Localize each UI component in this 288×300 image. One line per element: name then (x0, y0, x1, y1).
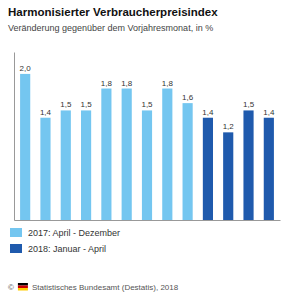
legend-swatch (10, 244, 22, 253)
data-label: 1,2 (223, 122, 235, 131)
data-label: 1,5 (141, 100, 153, 109)
data-label: 1,5 (81, 100, 93, 109)
y-axis-line (14, 53, 15, 221)
legend-item: 2017: April - Dezember (10, 228, 120, 238)
flag-stripe (18, 286, 28, 289)
bar (243, 110, 253, 220)
bar (203, 118, 213, 220)
data-label: 1,4 (40, 108, 52, 117)
y-axis (14, 53, 15, 221)
legend-swatch (10, 228, 22, 237)
chart-container: Harmonisierter Verbraucherpreisindex Verä… (0, 0, 288, 300)
bar (20, 74, 30, 220)
footer-text: © (8, 283, 14, 292)
bar (61, 110, 71, 220)
bar (223, 132, 233, 220)
subtitle: Veränderung gegenüber dem Vorjahresmonat… (8, 23, 213, 33)
bar (40, 118, 50, 220)
legend-item: 2018: Januar - April (10, 244, 106, 254)
data-labels: 2,0 1,4 1,5 1,5 1,8 1,8 1,5 1,8 1,6 1,4 1,2 1,5 1,4 (20, 64, 275, 131)
data-label: 1,4 (202, 108, 214, 117)
data-label: 2,0 (20, 64, 32, 73)
bar (264, 118, 274, 220)
flag (18, 283, 28, 291)
footer: © Statistisches Bundesamt (Destatis), 201… (8, 283, 179, 292)
legend: 2017: April - Dezember 2018: Januar - Apr… (10, 228, 120, 254)
bar (142, 110, 152, 220)
bar (183, 103, 193, 220)
data-label: 1,5 (60, 100, 72, 109)
bar (162, 89, 172, 220)
footer-text: Statistisches Bundesamt (Destatis), 2018 (32, 283, 179, 292)
bar (101, 89, 111, 220)
data-label: 1,5 (243, 100, 255, 109)
flag-stripe (18, 283, 28, 286)
flag-stripe (18, 288, 28, 291)
data-label: 1,8 (101, 79, 113, 88)
data-label: 1,8 (162, 79, 174, 88)
legend-label: 2017: April - Dezember (28, 228, 120, 238)
x-axis-line (15, 220, 281, 221)
x-axis (15, 220, 281, 222)
data-label: 1,4 (263, 108, 275, 117)
plot: 2,0 1,4 1,5 1,5 1,8 1,8 1,5 1,8 1,6 1,4 1,2 1,5 1,4 (15, 53, 281, 221)
legend-label: 2018: Januar - April (28, 244, 106, 254)
title: Harmonisierter Verbraucherpreisindex (8, 6, 218, 18)
data-label: 1,6 (182, 93, 194, 102)
chart-svg: Harmonisierter Verbraucherpreisindex Verä… (0, 0, 288, 300)
bar (81, 110, 91, 220)
data-label: 1,8 (121, 79, 133, 88)
bar (122, 89, 132, 220)
bars (20, 74, 274, 220)
